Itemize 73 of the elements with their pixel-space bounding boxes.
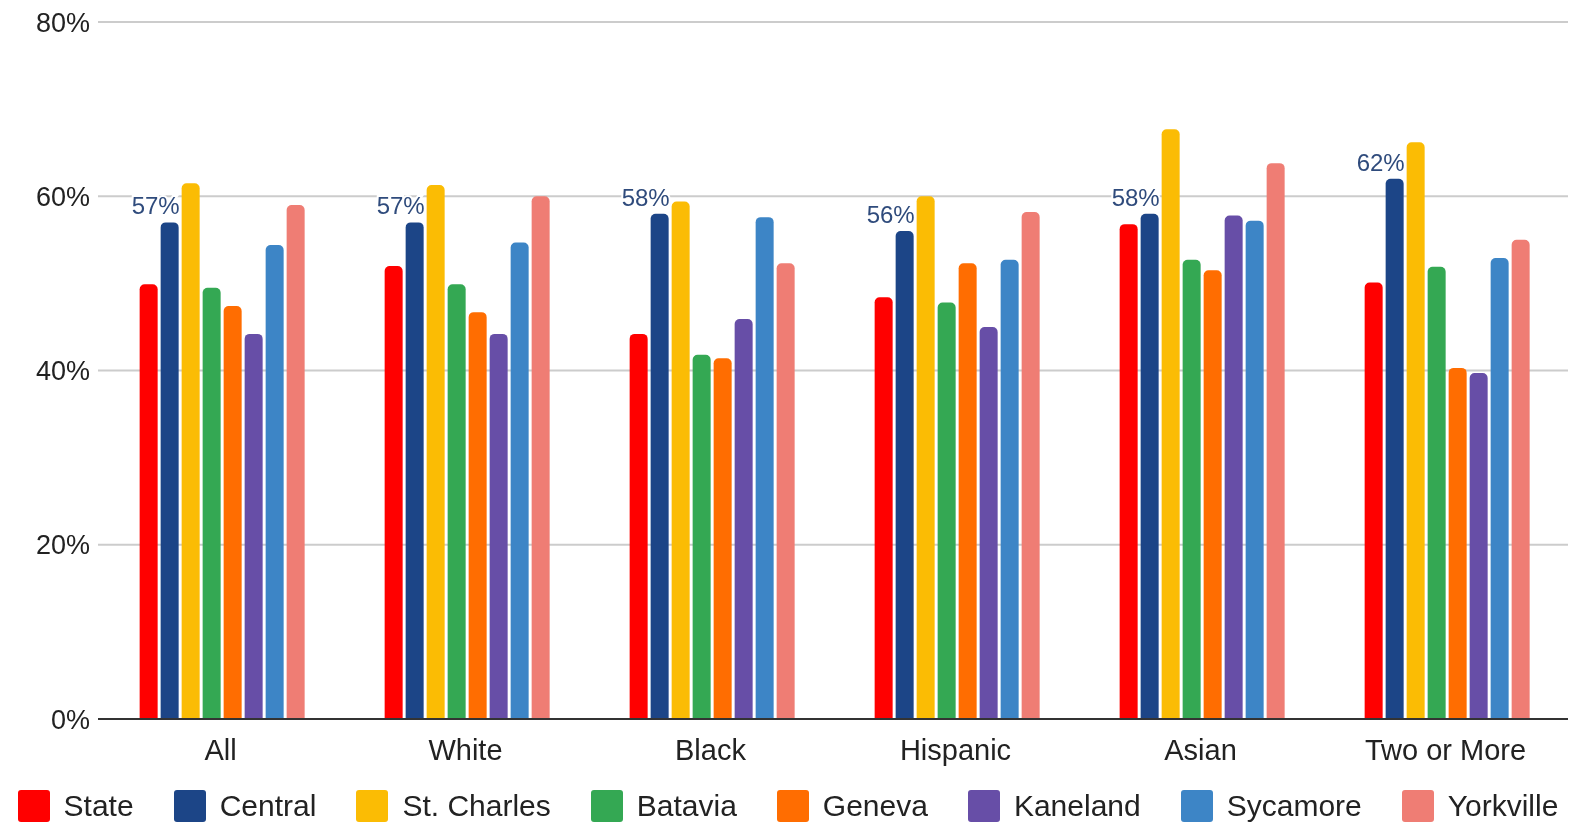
y-tick-label: 20% — [35, 530, 90, 561]
legend-label: St. Charles — [402, 789, 551, 823]
bar — [531, 196, 550, 719]
bar — [265, 245, 284, 719]
bar — [1182, 259, 1201, 719]
bar — [1448, 367, 1467, 719]
legend-label: Kaneland — [1013, 789, 1141, 823]
bar — [1161, 129, 1180, 719]
x-tick-label: Black — [675, 733, 747, 766]
bar — [1119, 224, 1138, 719]
bar — [510, 242, 529, 719]
y-tick-label: 80% — [35, 7, 90, 38]
bar — [1490, 258, 1509, 719]
data-label: 58% — [621, 183, 670, 211]
data-label: 57% — [131, 192, 180, 220]
bar — [1364, 282, 1383, 719]
bar — [916, 196, 935, 719]
bar — [1140, 213, 1159, 719]
bar — [755, 217, 774, 719]
legend-label: State — [63, 789, 134, 823]
legend-label: Sycamore — [1226, 789, 1362, 823]
data-label: 57% — [376, 192, 425, 220]
bar — [202, 287, 221, 719]
x-tick-label: Two or More — [1364, 733, 1527, 766]
bar — [1021, 211, 1040, 719]
x-tick-label: White — [428, 733, 503, 766]
bar — [384, 265, 403, 719]
bar — [181, 183, 200, 719]
y-tick-label: 40% — [35, 356, 90, 387]
x-tick-label: Asian — [1164, 733, 1237, 766]
bar — [776, 263, 795, 719]
bar — [713, 358, 732, 719]
x-tick-label: Hispanic — [899, 733, 1012, 766]
legend-label: Batavia — [636, 789, 737, 823]
bar — [1511, 239, 1530, 719]
bar — [937, 302, 956, 719]
bar — [447, 284, 466, 719]
y-tick-label: 0% — [50, 704, 90, 735]
data-label: 62% — [1356, 148, 1405, 176]
x-tick-label: All — [204, 733, 237, 766]
data-label: 56% — [866, 201, 915, 229]
bar — [405, 222, 424, 719]
bar — [1266, 163, 1285, 719]
bar — [692, 354, 711, 719]
data-label: 58% — [1111, 183, 1160, 211]
bar — [1427, 266, 1446, 719]
bar — [1245, 220, 1264, 719]
bar — [1203, 270, 1222, 719]
bar — [160, 222, 179, 719]
bar — [1469, 373, 1488, 719]
bar — [979, 326, 998, 719]
bar — [734, 319, 753, 719]
bar — [223, 306, 242, 719]
bar — [244, 333, 263, 719]
bar — [629, 333, 648, 719]
bar — [958, 263, 977, 719]
legend-label: Central — [219, 789, 317, 823]
bar — [286, 204, 305, 719]
bar — [1224, 215, 1243, 719]
bar — [489, 333, 508, 719]
bar — [895, 231, 914, 719]
bar — [1000, 259, 1019, 719]
legend-label: Yorkville — [1447, 789, 1559, 823]
bar — [426, 184, 445, 719]
bar — [139, 284, 158, 719]
bar — [671, 201, 690, 719]
bar — [1406, 142, 1425, 719]
y-tick-label: 60% — [35, 181, 90, 212]
legend-label: Geneva — [822, 789, 928, 823]
bar — [874, 297, 893, 719]
bar — [468, 312, 487, 719]
bar — [650, 213, 669, 719]
bar — [1385, 178, 1404, 719]
